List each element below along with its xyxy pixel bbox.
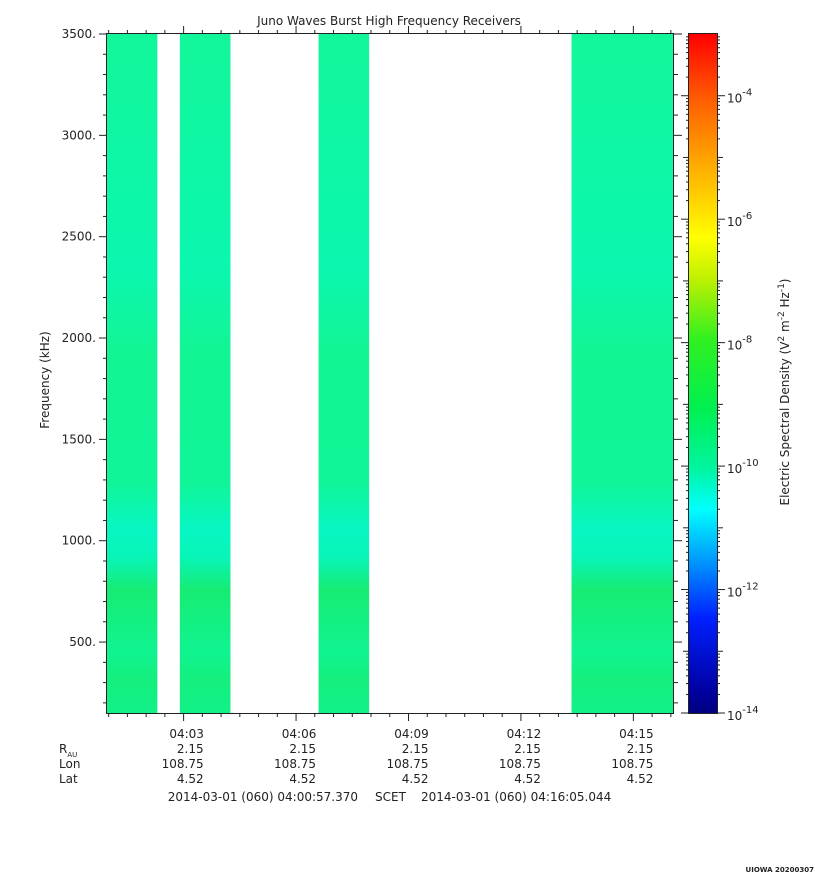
y-tick-label: 1500. xyxy=(62,432,96,446)
data-band-1 xyxy=(107,34,158,713)
y-tick-label: 1000. xyxy=(62,534,96,548)
ephemeris-lon-label: Lon xyxy=(59,757,80,771)
y-axis-label: Frequency (kHz) xyxy=(38,331,52,428)
colorbar-tick-label: 10-8 xyxy=(727,335,752,353)
colorbar-frame xyxy=(688,33,718,714)
x-tick-label: 04:15 xyxy=(619,727,654,741)
colorbar-axis: 10-4 10-6 10-8 10-10 10-12 10-14 xyxy=(681,36,759,723)
data-band-4 xyxy=(571,34,674,713)
ephemeris-lat-value: 4.52 xyxy=(289,772,316,786)
colorbar-tick-label: 10-4 xyxy=(727,88,752,106)
x-tick-label: 04:06 xyxy=(282,727,317,741)
ephemeris-lon-value: 108.75 xyxy=(162,757,204,771)
ephemeris-rau-value: 2.15 xyxy=(177,742,204,756)
y-tick-label: 3500. xyxy=(62,27,96,41)
data-band-3 xyxy=(318,34,370,713)
x-tick-label: 04:12 xyxy=(507,727,542,741)
ephemeris-table: 2.15108.754.522.15108.754.522.15108.754.… xyxy=(162,742,654,786)
time-range-label: SCET xyxy=(375,790,407,804)
y-tick-label: 2000. xyxy=(62,331,96,345)
colorbar-label: Electric Spectral Density (V2 m-2 Hz-1) xyxy=(777,278,792,505)
y-tick-label: 3000. xyxy=(62,128,96,142)
ephemeris-lat-value: 4.52 xyxy=(514,772,541,786)
x-tick-label: 04:09 xyxy=(394,727,429,741)
colorbar-tick-label: 10-10 xyxy=(727,458,759,476)
x-tick-label: 04:03 xyxy=(169,727,204,741)
time-range-start: 2014-03-01 (060) 04:00:57.370 xyxy=(168,790,358,804)
ephemeris-lon-value: 108.75 xyxy=(611,757,653,771)
data-bands xyxy=(107,34,674,713)
ephemeris-rau-label: RAU xyxy=(59,742,77,759)
y-tick-label: 500. xyxy=(69,635,96,649)
colorbar-tick-label: 10-14 xyxy=(727,705,759,723)
y-tick-label: 2500. xyxy=(62,230,96,244)
time-range-end: 2014-03-01 (060) 04:16:05.044 xyxy=(421,790,611,804)
ephemeris-lat-value: 4.52 xyxy=(402,772,429,786)
data-band-2 xyxy=(179,34,231,713)
ephemeris-rau-value: 2.15 xyxy=(627,742,654,756)
colorbar-tick-label: 10-6 xyxy=(727,211,752,229)
ephemeris-lat-label: Lat xyxy=(59,772,78,786)
ephemeris-lon-value: 108.75 xyxy=(274,757,316,771)
ephemeris-rau-value: 2.15 xyxy=(402,742,429,756)
ephemeris-lon-value: 108.75 xyxy=(386,757,428,771)
ephemeris-rau-value: 2.15 xyxy=(289,742,316,756)
colorbar-tick-label: 10-12 xyxy=(727,582,759,600)
ephemeris-lat-value: 4.52 xyxy=(627,772,654,786)
x-axis: 04:03 04:06 04:09 04:12 04:15 xyxy=(108,26,672,741)
colorbar xyxy=(689,34,717,713)
ephemeris-lat-value: 4.52 xyxy=(177,772,204,786)
chart-title: Juno Waves Burst High Frequency Receiver… xyxy=(256,14,521,28)
ephemeris-lon-value: 108.75 xyxy=(499,757,541,771)
y-axis: 500. 1000. 1500. 2000. 2500. 3000. 3500. xyxy=(62,27,682,704)
ephemeris-rau-value: 2.15 xyxy=(514,742,541,756)
footer-stamp: UIOWA 20200307 xyxy=(746,866,815,874)
